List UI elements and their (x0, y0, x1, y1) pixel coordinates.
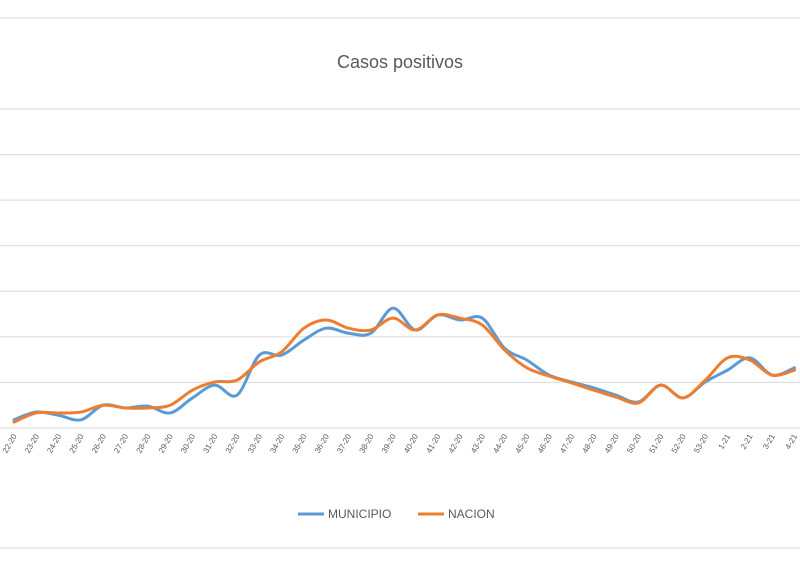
x-tick-label: 36-20 (313, 432, 331, 455)
x-tick-label: 4-21 (783, 432, 799, 451)
x-tick-label: 49-20 (603, 432, 621, 455)
x-tick-label: 26-20 (90, 432, 108, 455)
x-tick-label: 47-20 (558, 432, 576, 455)
chart-title: Casos positivos (337, 52, 463, 72)
x-tick-label: 38-20 (358, 432, 376, 455)
legend-label: MUNICIPIO (328, 507, 391, 521)
x-tick-label: 52-20 (670, 432, 688, 455)
x-tick-label: 28-20 (135, 432, 153, 455)
x-tick-label: 24-20 (45, 432, 63, 455)
x-tick-label: 27-20 (112, 432, 130, 455)
x-tick-label: 42-20 (447, 432, 465, 455)
legend-label: NACION (448, 507, 495, 521)
x-tick-label: 45-20 (514, 432, 532, 455)
x-tick-label: 32-20 (224, 432, 242, 455)
x-tick-label: 29-20 (157, 432, 175, 455)
x-tick-label: 48-20 (581, 432, 599, 455)
x-tick-label: 53-20 (692, 432, 710, 455)
x-tick-label: 37-20 (335, 432, 353, 455)
x-tick-label: 30-20 (179, 432, 197, 455)
x-tick-label: 23-20 (23, 432, 41, 455)
x-tick-label: 3-21 (761, 432, 777, 451)
x-tick-label: 1-21 (717, 432, 733, 451)
x-tick-label: 50-20 (625, 432, 643, 455)
x-tick-label: 31-20 (201, 432, 219, 455)
series-line (12, 312, 796, 424)
x-tick-label: 44-20 (491, 432, 509, 455)
x-tick-label: 2-21 (739, 432, 755, 451)
x-tick-label: 33-20 (246, 432, 264, 455)
x-tick-label: 22-20 (1, 432, 19, 455)
x-tick-label: 25-20 (68, 432, 86, 455)
x-tick-label: 40-20 (402, 432, 420, 455)
x-tick-label: 34-20 (268, 432, 286, 455)
x-tick-label: 46-20 (536, 432, 554, 455)
x-tick-label: 51-20 (647, 432, 665, 455)
x-tick-label: 41-20 (424, 432, 442, 455)
x-tick-label: 35-20 (291, 432, 309, 455)
x-tick-label: 43-20 (469, 432, 487, 455)
x-tick-label: 39-20 (380, 432, 398, 455)
